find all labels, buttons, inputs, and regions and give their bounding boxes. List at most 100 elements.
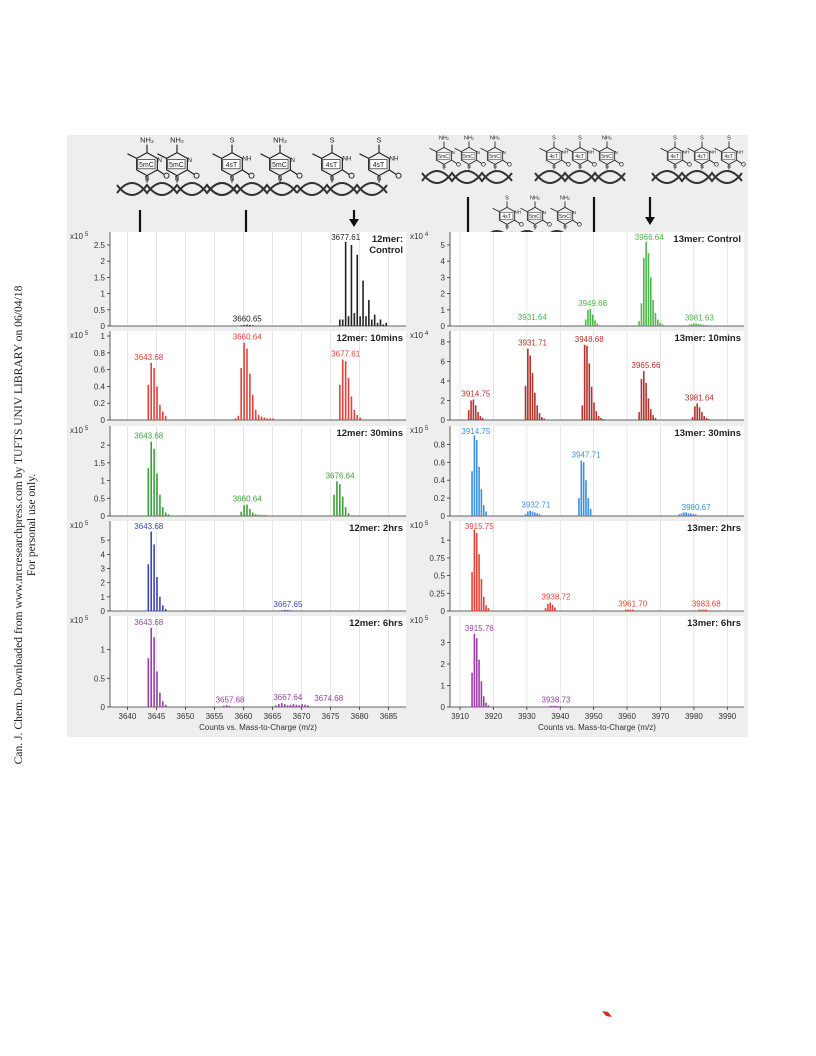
panel-title: 13mer: 10mins xyxy=(674,333,741,344)
substituent-label: NH₂ xyxy=(273,135,287,144)
spectrum-panel-7: 0 0.2 0.4 0.6 0.8 x10 5 3914.75 3932.71 3947.71 39… xyxy=(410,426,744,521)
n1-label: N xyxy=(533,224,536,229)
x-tick-label: 3665 xyxy=(264,712,282,721)
nucleobase-label: 4sT xyxy=(575,154,584,160)
y-tick-label: 1 xyxy=(441,536,446,545)
methyl-bond-icon xyxy=(539,147,547,152)
backbone-right-1-strand-a xyxy=(421,170,513,183)
nucleobase-label: 4sT xyxy=(326,162,338,169)
x-axis-label: Counts vs. Mass-to-Charge (m/z) xyxy=(538,723,656,732)
label-box xyxy=(721,152,736,160)
label-box xyxy=(369,159,388,170)
y-tick-label: 2 xyxy=(441,290,446,299)
substituent-label: NH₂ xyxy=(560,196,570,202)
y-tick-label: 1 xyxy=(101,290,106,299)
methyl-bond-icon xyxy=(260,153,270,159)
scale-label: x10 5 xyxy=(70,616,89,625)
nh-label: NH xyxy=(710,149,717,154)
y-tick-label: 2 xyxy=(101,579,106,588)
substituent-label: S xyxy=(505,196,509,202)
nh-label: NH xyxy=(562,149,569,154)
carbonyl-bond-icon xyxy=(502,159,508,164)
peak-label: 3657.68 xyxy=(216,695,245,704)
scale-label: x10 5 xyxy=(410,521,429,530)
x-tick-label: 3675 xyxy=(322,712,340,721)
panel-title: 13mer: 30mins xyxy=(674,428,741,439)
peak-label: 3643.68 xyxy=(134,522,163,531)
n1-label: N xyxy=(700,164,703,169)
spectrum-panel-0: 0 0.5 1 1.5 2 2.5 x10 5 3660.65 3677.61 12mer:Cont… xyxy=(70,232,406,331)
peak-label: 3965.66 xyxy=(632,361,661,370)
label-box xyxy=(167,159,186,170)
x-axis-label: Counts vs. Mass-to-Charge (m/z) xyxy=(199,723,317,732)
n1-label: N xyxy=(377,175,382,182)
backbone-left-2-strand-b xyxy=(206,183,298,196)
oxygen-icon xyxy=(507,162,512,167)
peak-label: 3966.64 xyxy=(635,233,664,242)
label-box xyxy=(546,152,561,160)
substituent-label: S xyxy=(727,136,731,142)
nucleobase-left-2: 4sT S NH N xyxy=(212,135,255,183)
y-tick-label: 6 xyxy=(441,357,446,366)
carbonyl-bond-icon xyxy=(572,219,578,224)
x-tick-label: 3670 xyxy=(293,712,311,721)
methyl-bond-icon xyxy=(212,153,222,159)
peak-label: 3931.64 xyxy=(518,313,547,322)
carbonyl-bond-icon xyxy=(389,169,397,175)
y-tick-label: 1.5 xyxy=(94,273,106,282)
substituent-label: NH₂ xyxy=(490,136,500,142)
peak-label: 3948.68 xyxy=(575,335,604,344)
peak-label: 3931.71 xyxy=(518,339,547,348)
label-box xyxy=(572,152,587,160)
carbonyl-bond-icon xyxy=(736,159,742,164)
nucleobase-right-top-6: 4sT S NH N xyxy=(660,136,692,170)
y-tick-label: 0 xyxy=(441,416,446,425)
peak-label: 3932.71 xyxy=(521,501,550,510)
label-box xyxy=(461,152,476,160)
n-label: N xyxy=(543,210,546,215)
y-tick-label: 0 xyxy=(441,512,446,521)
peak-label: 3949.68 xyxy=(578,299,607,308)
oxygen-icon xyxy=(519,222,524,227)
spectrum-panel-8: 0 0.25 0.5 0.75 1 x10 5 3915.75 3938.72 3961.70 39… xyxy=(410,521,744,616)
oxygen-icon xyxy=(248,172,255,179)
x-tick-label: 3930 xyxy=(518,712,536,721)
substituent-label: S xyxy=(552,136,556,142)
scale-label: x10 5 xyxy=(70,521,89,530)
nucleobase-label: 4sT xyxy=(226,162,238,169)
scale-label: x10 5 xyxy=(70,331,89,340)
label-box xyxy=(222,159,241,170)
plot-area xyxy=(450,426,744,516)
n1-label: N xyxy=(727,164,730,169)
substituent-label: NH₂ xyxy=(140,135,154,144)
methyl-bond-icon xyxy=(127,153,137,159)
peak-label: 3660.64 xyxy=(233,333,262,342)
oxygen-icon xyxy=(348,172,355,179)
oxygen-icon xyxy=(481,162,486,167)
methyl-bond-icon xyxy=(454,147,462,152)
methyl-bond-icon xyxy=(565,147,573,152)
n1-label: N xyxy=(493,164,496,169)
ms-figure: 5mC NH₂ N N 5mC NH₂ N N 4sT S NH N 5mC NH₂ N N 4sT S NH N 4s… xyxy=(67,135,748,737)
y-tick-label: 1 xyxy=(101,477,106,486)
nucleobase-right-top-2: 5mC NH₂ N N xyxy=(480,136,512,170)
y-tick-label: 0.8 xyxy=(94,349,106,358)
substituent-label: S xyxy=(330,135,335,144)
backbone-right-2-strand-a xyxy=(534,170,626,183)
ms-figure-svg: 5mCNH₂NN5mCNH₂NN4sTSNHN5mCNH₂NN4sTSNHN4s… xyxy=(70,135,746,732)
n1-label: N xyxy=(330,175,335,182)
y-tick-label: 0.25 xyxy=(429,589,445,598)
n-label: N xyxy=(477,150,480,155)
x-tick-label: 3980 xyxy=(685,712,703,721)
spectrum-panel-4: 0 0.5 1 x10 5 3643.68 3657.68 3667.64 3674.68 12m… xyxy=(70,616,406,732)
y-tick-label: 0 xyxy=(101,512,106,521)
nucleobase-label: 5mC xyxy=(529,214,540,220)
peak-label: 3677.61 xyxy=(331,350,360,359)
methyl-bond-icon xyxy=(359,153,369,159)
nucleobase-label: 5mC xyxy=(601,154,612,160)
label-box xyxy=(322,159,341,170)
y-tick-label: 2 xyxy=(101,441,106,450)
spectrum-panel-9: 0 1 2 3 x10 5 3915.76 3938.73 13mer: 6hrs 3910 392… xyxy=(410,616,744,732)
spectrum-panel-1: 0 0.2 0.4 0.6 0.8 1 x10 5 3643.68 3660.64 3677.61 1… xyxy=(70,331,406,425)
substituent-label: NH₂ xyxy=(602,136,612,142)
